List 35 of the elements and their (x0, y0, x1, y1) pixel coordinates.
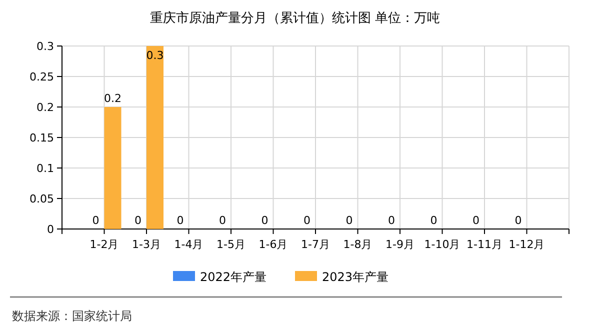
y-tick-label: 0 (47, 223, 54, 236)
x-tick-label: 1-12月 (508, 238, 545, 251)
chart-title: 重庆市原油产量分月（累计值）统计图 单位：万吨 (150, 11, 440, 26)
data-label: 0 (176, 214, 184, 227)
y-tick-label: 0.05 (30, 192, 54, 206)
legend-label: 2023年产量 (322, 270, 389, 284)
data-label: 0.3 (146, 49, 164, 62)
y-tick-label: 0.25 (30, 70, 54, 84)
x-tick-label: 1-10月 (424, 238, 460, 251)
source-note: 数据来源：国家统计局 (12, 309, 132, 323)
data-label: 0 (346, 214, 353, 227)
data-label: 0 (388, 214, 395, 227)
x-tick-label: 1-2月 (90, 238, 119, 251)
data-label: 0 (134, 214, 142, 227)
data-label: 0.2 (104, 92, 122, 105)
data-label: 0 (304, 214, 310, 227)
x-tick-label: 1-7月 (301, 238, 330, 251)
y-tick-label: 0.3 (36, 40, 54, 53)
data-label: 0 (430, 214, 438, 227)
x-tick-label: 1-8月 (343, 238, 372, 251)
y-tick-label: 0.1 (36, 162, 54, 175)
data-label: 0 (514, 214, 522, 227)
x-tick-label: 1-6月 (258, 238, 288, 251)
data-label: 0 (472, 214, 480, 227)
data-label: 0 (92, 214, 100, 227)
data-label: 0 (219, 214, 226, 227)
x-tick-label: 1-3月 (132, 238, 161, 251)
legend-label: 2022年产量 (200, 270, 267, 284)
y-tick-label: 0.15 (30, 132, 54, 144)
x-tick-label: 1-4月 (174, 238, 204, 251)
x-tick-label: 1-5月 (216, 238, 246, 251)
x-tick-label: 1-9月 (386, 238, 414, 251)
y-tick-label: 0.2 (36, 101, 54, 114)
x-tick-label: 1-11月 (466, 238, 502, 251)
data-label: 0 (261, 214, 268, 227)
